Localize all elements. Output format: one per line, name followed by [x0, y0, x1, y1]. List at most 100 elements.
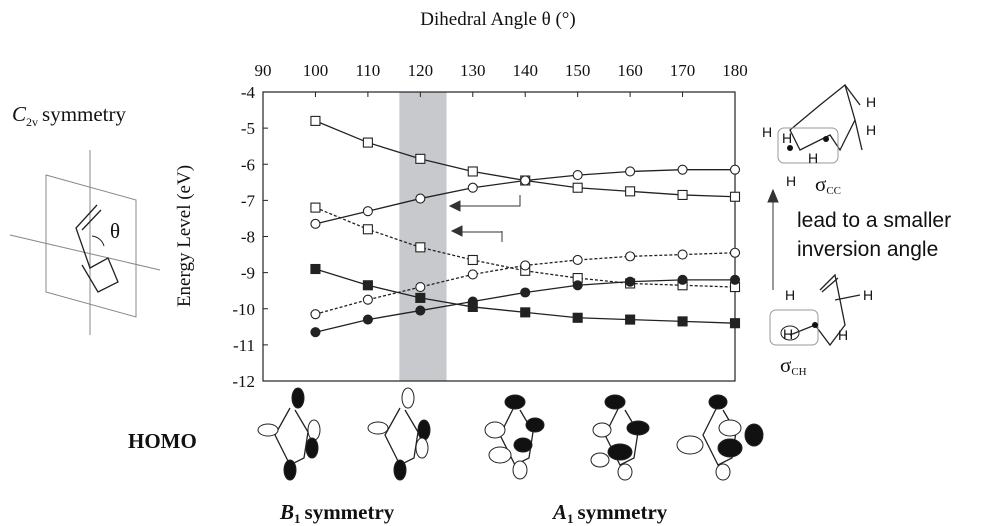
marker: [310, 327, 321, 338]
series-line: [315, 206, 736, 288]
sigma-ch: σCH: [780, 353, 807, 378]
marker: [572, 254, 583, 266]
marker: [625, 314, 636, 325]
h-label: H: [785, 287, 795, 303]
marker: [362, 137, 373, 148]
plot: 90 100 110 120 130 140 150 160 170 180 -4 -5 -6 -7 -8 -…: [232, 61, 747, 391]
marker: [677, 274, 688, 285]
y-tick-label: -10: [232, 300, 255, 319]
a1-symbol: A: [551, 500, 567, 524]
x-tick-label: 90: [255, 61, 272, 80]
y-tick-label: -7: [241, 191, 256, 210]
b1-subscript: 1: [294, 511, 301, 526]
a1-text: symmetry: [578, 500, 668, 524]
marker: [467, 182, 478, 193]
theta-label: θ: [110, 219, 120, 243]
y-axis-title: Energy Level (eV): [174, 165, 195, 307]
marker: [415, 153, 426, 164]
c2v-symbol: C: [12, 102, 27, 126]
marker: [520, 260, 531, 271]
shaded-region: [399, 92, 447, 381]
arrows: [448, 188, 779, 290]
h-label: H: [838, 327, 848, 343]
sigma-ch-symbol: σ: [780, 353, 791, 377]
marker: [729, 247, 741, 258]
marker: [729, 164, 741, 175]
h-label: H: [863, 287, 873, 303]
sigma-cc-subscript: CC: [826, 185, 841, 197]
marker: [677, 249, 688, 260]
marker: [625, 186, 636, 197]
marker: [310, 309, 321, 320]
marker: [467, 254, 478, 266]
marker: [467, 269, 478, 280]
marker: [310, 263, 321, 275]
c2v-label: C2v symmetry: [12, 102, 127, 129]
h-label: H: [783, 326, 793, 342]
b1-text: symmetry: [305, 500, 395, 524]
marker: [520, 287, 531, 298]
marker: [729, 318, 741, 329]
h-label: H: [786, 173, 796, 189]
x-tick-label: 100: [303, 61, 329, 80]
a1-label: A1 symmetry: [551, 500, 668, 526]
b1-label: B1 symmetry: [279, 500, 395, 526]
x-tick-label: 160: [617, 61, 643, 80]
marker: [572, 170, 583, 181]
marker: [520, 307, 531, 318]
marker: [625, 276, 636, 287]
marker: [467, 166, 478, 177]
marker: [310, 218, 321, 229]
marker: [362, 294, 373, 305]
y-tick-label: -9: [241, 264, 255, 283]
x-axis-title: Dihedral Angle θ (°): [420, 9, 575, 30]
y-tick-label: -6: [241, 155, 255, 174]
marker: [520, 175, 531, 186]
marker: [362, 224, 373, 235]
x-tick-label: 120: [408, 61, 434, 80]
marker: [415, 305, 426, 316]
marker: [310, 115, 321, 126]
marker: [729, 191, 741, 202]
h-label: H: [866, 122, 876, 138]
marker: [415, 242, 426, 253]
marker: [677, 316, 688, 327]
x-tick-label: 130: [460, 61, 486, 80]
x-tick-label: 150: [565, 61, 591, 80]
marker: [572, 280, 583, 291]
marker: [572, 312, 583, 323]
marker: [625, 251, 636, 262]
marker: [467, 296, 478, 307]
sigma-cc: σCC: [815, 172, 841, 197]
marker: [362, 206, 373, 217]
sigma-cc-symbol: σ: [815, 172, 826, 196]
marker: [415, 292, 426, 303]
marker: [362, 314, 373, 325]
h-label: H: [866, 94, 876, 110]
h-label: H: [808, 150, 818, 166]
x-tick-label: 110: [355, 61, 380, 80]
y-tick-label: -12: [232, 372, 255, 391]
c2v-diagram: C2v symmetry θ: [9, 102, 161, 335]
lead-line1: lead to a smaller: [797, 209, 951, 232]
x-tick-label: 170: [670, 61, 696, 80]
marker: [362, 280, 373, 291]
a1-subscript: 1: [567, 511, 574, 526]
c2v-subscript: 2v: [26, 115, 38, 129]
marker: [625, 166, 636, 177]
y-tick-label: -4: [241, 83, 256, 102]
sigma-ch-subscript: CH: [791, 366, 806, 378]
x-tick-label: 180: [722, 61, 748, 80]
right-molecules: H H H H H H σCC lead to a smaller invers…: [762, 83, 951, 378]
x-tick-label: 140: [512, 61, 538, 80]
y-tick-label: -8: [241, 228, 255, 247]
y-tick-label: -5: [241, 119, 255, 138]
marker: [310, 202, 321, 213]
marker: [415, 282, 426, 293]
c2v-text: symmetry: [42, 102, 126, 126]
y-tick-label: -11: [233, 336, 255, 355]
h-label: H: [782, 130, 792, 146]
h-label: H: [762, 124, 772, 140]
